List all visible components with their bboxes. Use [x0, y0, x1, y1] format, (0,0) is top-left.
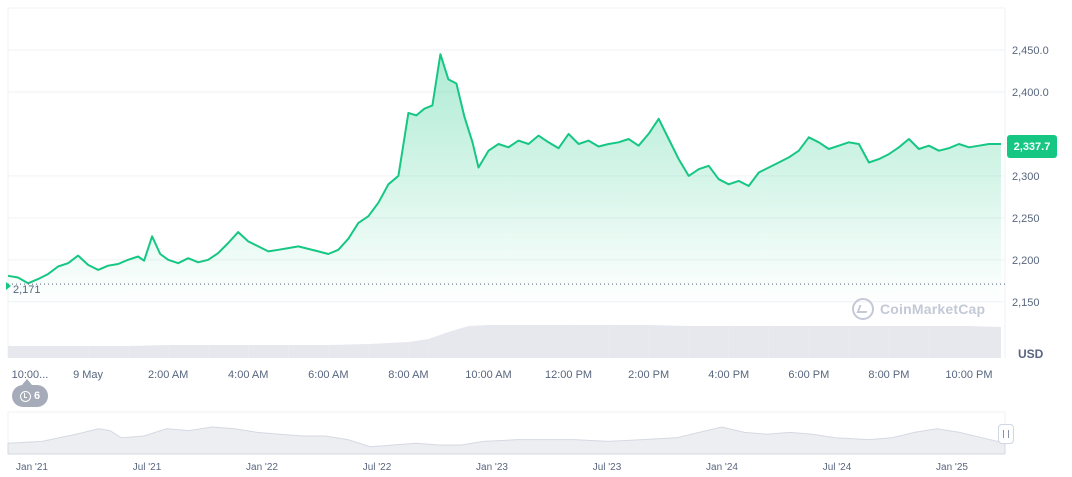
- volume-bar-14: [488, 325, 529, 358]
- navigator-tick-label-3: Jul '22: [363, 462, 392, 473]
- y-tick-label-1: 2,400.0: [1012, 87, 1049, 99]
- navigator-tick-label-2: Jan '22: [246, 462, 278, 473]
- volume-bar-25: [928, 326, 969, 358]
- y-tick-label-5: 2,150: [1012, 297, 1040, 309]
- volume-bar-23: [848, 326, 889, 358]
- x-tick-label-4: 6:00 AM: [308, 369, 348, 381]
- volume-bar-1: [48, 346, 89, 358]
- x-tick-label-6: 10:00 AM: [465, 369, 511, 381]
- events-count: 6: [33, 390, 41, 402]
- coinmarketcap-watermark: CoinMarketCap: [852, 298, 985, 320]
- volume-bar-26: [968, 326, 1001, 358]
- events-button[interactable]: 6: [12, 379, 48, 407]
- volume-bar-4: [168, 345, 209, 358]
- x-tick-label-8: 2:00 PM: [628, 369, 669, 381]
- volume-bar-18: [648, 325, 689, 358]
- navigator-tick-label-1: Jul '21: [133, 462, 162, 473]
- start-price-label: 2,171: [13, 284, 41, 296]
- y-tick-label-3: 2,250: [1012, 213, 1040, 225]
- volume-bar-9: [368, 342, 409, 358]
- watermark-text: CoinMarketCap: [880, 301, 986, 317]
- x-tick-label-12: 10:00 PM: [945, 369, 992, 381]
- coinmarketcap-logo-icon: [852, 298, 874, 320]
- navigator-area: [7, 426, 1006, 455]
- y-tick-label-4: 2,200: [1012, 255, 1040, 267]
- current-price-badge: 2,337.7: [1007, 135, 1057, 158]
- volume-bar-0: [8, 346, 49, 358]
- x-tick-label-7: 12:00 PM: [545, 369, 592, 381]
- price-line: [7, 53, 1001, 285]
- volume-bar-22: [808, 326, 849, 358]
- volume-bar-12: [448, 326, 469, 358]
- volume-bar-13: [468, 325, 489, 358]
- price-area-fill: [8, 54, 1001, 307]
- volume-bar-16: [568, 325, 609, 358]
- x-tick-label-0: 10:00...: [12, 369, 49, 381]
- volume-bar-7: [288, 345, 329, 358]
- volume-bar-3: [128, 345, 169, 358]
- navigator-tick-label-4: Jan '23: [476, 462, 508, 473]
- volume-bar-15: [528, 325, 569, 358]
- volume-bar-10: [408, 339, 429, 358]
- grip-icon: [1003, 430, 1009, 438]
- volume-bar-5: [208, 345, 249, 358]
- start-price-marker-icon: [6, 282, 11, 290]
- x-tick-label-5: 8:00 AM: [388, 369, 428, 381]
- clock-history-icon: [19, 390, 31, 402]
- x-tick-label-9: 4:00 PM: [708, 369, 749, 381]
- currency-label: USD: [1018, 347, 1044, 361]
- range-slider-handle[interactable]: [998, 424, 1014, 444]
- navigator-tick-label-5: Jul '23: [593, 462, 622, 473]
- volume-bar-2: [88, 346, 129, 358]
- x-tick-label-10: 6:00 PM: [788, 369, 829, 381]
- volume-bar-6: [248, 345, 289, 358]
- volume-bar-21: [768, 326, 809, 358]
- x-tick-label-1: 9 May: [73, 369, 103, 381]
- volume-bar-11: [428, 332, 449, 358]
- volume-bar-24: [888, 326, 929, 358]
- volume-bar-17: [608, 325, 649, 358]
- volume-bar-8: [328, 344, 369, 358]
- navigator-tick-label-6: Jan '24: [706, 462, 738, 473]
- navigator-tick-label-0: Jan '21: [16, 462, 48, 473]
- x-tick-label-2: 2:00 AM: [148, 369, 188, 381]
- volume-bar-19: [688, 326, 729, 358]
- volume-bar-20: [728, 326, 769, 358]
- y-tick-label-0: 2,450.0: [1012, 45, 1049, 57]
- navigator-tick-label-7: Jul '24: [823, 462, 852, 473]
- y-tick-label-2: 2,300: [1012, 171, 1040, 183]
- navigator-tick-label-8: Jan '25: [936, 462, 968, 473]
- x-tick-label-11: 8:00 PM: [868, 369, 909, 381]
- x-tick-label-3: 4:00 AM: [228, 369, 268, 381]
